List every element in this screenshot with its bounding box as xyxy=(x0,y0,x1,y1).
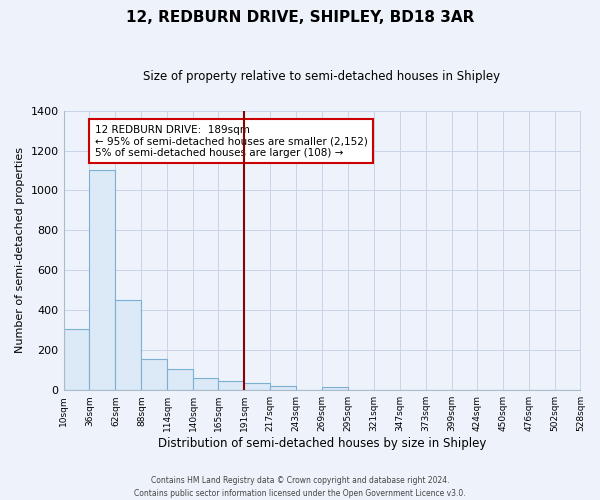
Bar xyxy=(115,300,142,390)
Bar xyxy=(193,378,218,390)
X-axis label: Distribution of semi-detached houses by size in Shipley: Distribution of semi-detached houses by … xyxy=(158,437,486,450)
Bar xyxy=(167,368,193,390)
Title: Size of property relative to semi-detached houses in Shipley: Size of property relative to semi-detach… xyxy=(143,70,500,83)
Bar xyxy=(244,383,270,390)
Bar xyxy=(64,330,89,390)
Text: 12, REDBURN DRIVE, SHIPLEY, BD18 3AR: 12, REDBURN DRIVE, SHIPLEY, BD18 3AR xyxy=(126,10,474,25)
Bar xyxy=(270,386,296,390)
Text: Contains HM Land Registry data © Crown copyright and database right 2024.
Contai: Contains HM Land Registry data © Crown c… xyxy=(134,476,466,498)
Y-axis label: Number of semi-detached properties: Number of semi-detached properties xyxy=(15,148,25,354)
Bar xyxy=(89,170,115,390)
Bar xyxy=(142,359,167,390)
Bar xyxy=(218,381,244,390)
Text: 12 REDBURN DRIVE:  189sqm
← 95% of semi-detached houses are smaller (2,152)
5% o: 12 REDBURN DRIVE: 189sqm ← 95% of semi-d… xyxy=(95,124,367,158)
Bar xyxy=(322,386,348,390)
